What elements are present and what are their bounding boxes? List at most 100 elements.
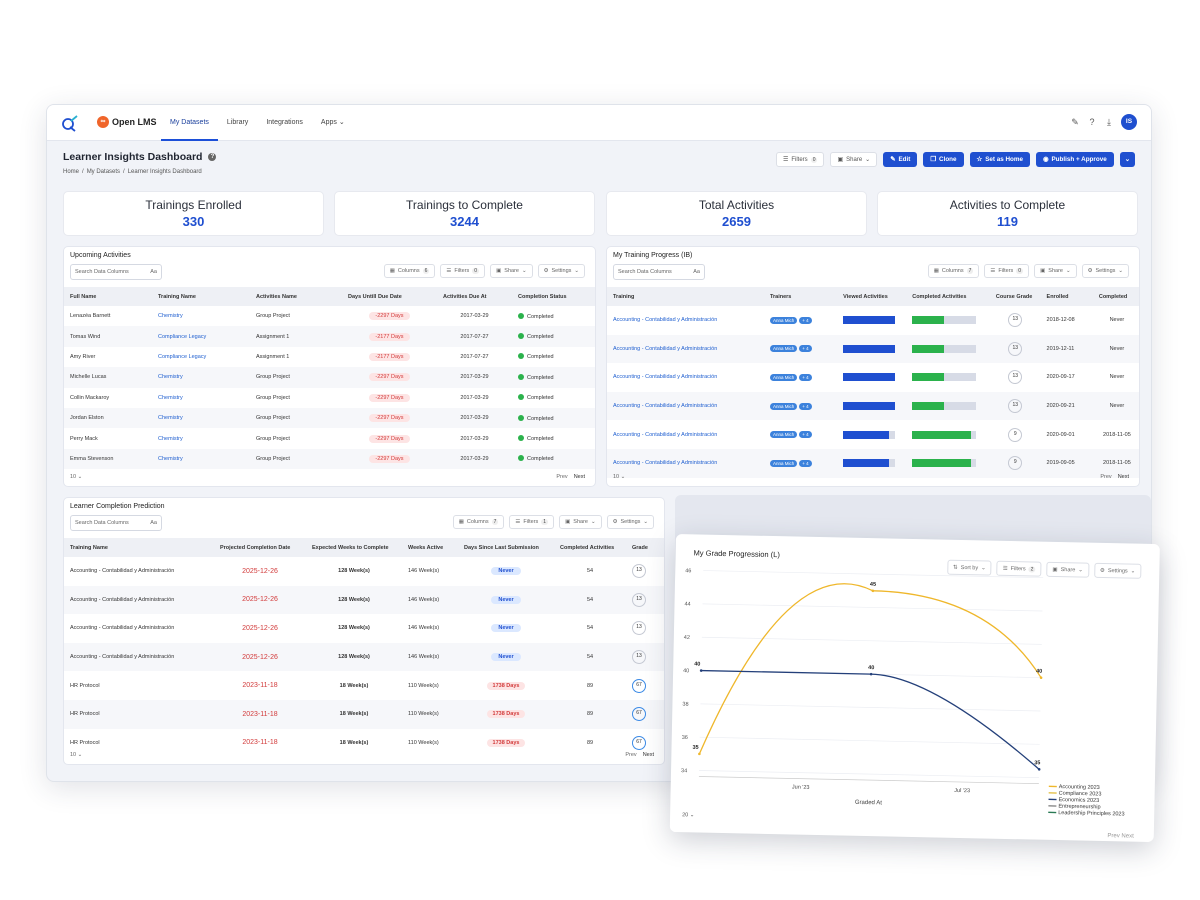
column-header[interactable]: Activities Due At: [437, 287, 512, 306]
column-header[interactable]: Training Name: [64, 538, 214, 557]
match-case-icon[interactable]: Aa: [150, 269, 157, 275]
trainer-chip[interactable]: Anna Mich: [769, 402, 798, 410]
table-row[interactable]: Jordan Elston Chemistry Group Project -2297…: [64, 407, 595, 429]
filters-button[interactable]: ☰ Filters 1: [509, 515, 555, 529]
table-row[interactable]: HR Protocol 2023-11-18 18 Week(s) 110 Week(…: [64, 671, 664, 700]
column-header[interactable]: Grade: [626, 538, 664, 557]
training-link[interactable]: Chemistry: [158, 313, 183, 320]
share-button[interactable]: ▣ Share ⌄: [1034, 264, 1077, 278]
download-icon[interactable]: ⤓: [1107, 117, 1111, 127]
table-row[interactable]: Accounting - Contabilidad y Administraci…: [607, 363, 1139, 392]
table-row[interactable]: Accounting - Contabilidad y Administraci…: [64, 642, 664, 672]
next-button[interactable]: Next: [642, 752, 654, 758]
filters-button[interactable]: ☰ Filters 0: [984, 264, 1030, 278]
column-header[interactable]: Completed Activities: [554, 538, 626, 557]
table-row[interactable]: Accounting - Contabilidad y Administraci…: [64, 585, 664, 615]
publish-dropdown-button[interactable]: ⌄: [1119, 152, 1135, 167]
page-size-select[interactable]: 20 ⌄: [682, 812, 694, 818]
legend-entry[interactable]: Compliance 2023: [1059, 791, 1102, 798]
training-link[interactable]: Chemistry: [158, 374, 183, 381]
more-trainers-chip[interactable]: + 4: [799, 316, 812, 324]
training-link[interactable]: Chemistry: [158, 394, 183, 401]
search-input[interactable]: Search Data Columns Aa: [70, 515, 162, 531]
training-link[interactable]: Chemistry: [158, 415, 183, 422]
share-button[interactable]: ▣ Share ⌄: [830, 152, 878, 167]
more-trainers-chip[interactable]: + 4: [799, 431, 812, 439]
data-point[interactable]: [698, 752, 701, 756]
training-link[interactable]: Compliance Legacy: [158, 333, 207, 340]
data-point[interactable]: [871, 589, 875, 593]
more-trainers-chip[interactable]: + 4: [799, 345, 812, 353]
tab-my-datasets[interactable]: My Datasets: [161, 105, 218, 141]
column-header[interactable]: Activities Name: [250, 287, 342, 306]
column-header[interactable]: Completed Activities: [906, 287, 990, 306]
columns-button[interactable]: ▦ Columns 7: [452, 515, 505, 529]
column-header[interactable]: Viewed Activities: [837, 287, 907, 306]
settings-button[interactable]: ⚙ Settings ⌄: [1081, 264, 1129, 278]
more-trainers-chip[interactable]: + 4: [799, 373, 812, 381]
page-size-select[interactable]: 10 ⌄: [70, 474, 82, 480]
table-row[interactable]: Accounting - Contabilidad y Administraci…: [64, 614, 664, 643]
table-row[interactable]: Tomas Wind Compliance Legacy Assignment 1 -…: [64, 326, 595, 347]
app-logo-icon[interactable]: [61, 114, 79, 132]
table-row[interactable]: Emma Stevenson Chemistry Group Project -229…: [64, 448, 595, 470]
prev-button[interactable]: Prev: [1100, 474, 1112, 480]
more-trainers-chip[interactable]: + 4: [799, 459, 812, 467]
table-row[interactable]: Perry Mack Chemistry Group Project -2297 Da…: [64, 428, 595, 448]
data-point[interactable]: [869, 672, 873, 676]
trainer-chip[interactable]: Anna Mich: [769, 459, 798, 467]
settings-button[interactable]: ⚙ Settings ⌄: [537, 264, 585, 278]
brand[interactable]: ∞ Open LMS: [97, 116, 157, 128]
help-circle-icon[interactable]: ?: [208, 153, 217, 161]
column-header[interactable]: Enrolled: [1040, 287, 1093, 306]
table-row[interactable]: Michelle Lucas Chemistry Group Project -229…: [64, 367, 595, 388]
column-header[interactable]: Days Untill Due Date: [342, 287, 437, 306]
column-header[interactable]: Days Since Last Submission: [458, 538, 554, 557]
legend-entry[interactable]: Economics 2023: [1058, 797, 1099, 804]
clone-button[interactable]: ❐ Clone: [923, 152, 964, 167]
legend-entry[interactable]: Accounting 2023: [1059, 784, 1100, 791]
training-link[interactable]: Accounting - Contabilidad y Administraci…: [613, 460, 718, 467]
edit-icon[interactable]: ✎: [1071, 117, 1079, 127]
match-case-icon[interactable]: Aa: [693, 269, 700, 275]
table-row[interactable]: Accounting - Contabilidad y Administraci…: [607, 420, 1139, 449]
table-row[interactable]: Accounting - Contabilidad y Administraci…: [607, 391, 1139, 421]
prev-button[interactable]: Prev: [556, 474, 568, 480]
columns-button[interactable]: ▦ Columns 6: [383, 264, 436, 278]
tab-library[interactable]: Library: [226, 119, 249, 126]
training-link[interactable]: Chemistry: [158, 455, 183, 462]
crumb-datasets[interactable]: My Datasets: [86, 169, 121, 175]
training-link[interactable]: Accounting - Contabilidad y Administraci…: [613, 403, 718, 410]
column-header[interactable]: Completion Status: [512, 287, 595, 306]
column-header[interactable]: Completed: [1092, 287, 1139, 306]
column-header[interactable]: Full Name: [64, 287, 152, 306]
crumb-home[interactable]: Home: [63, 169, 80, 175]
training-link[interactable]: Compliance Legacy: [158, 353, 207, 360]
search-input[interactable]: Search Data Columns Aa: [613, 264, 705, 280]
trainer-chip[interactable]: Anna Mich: [769, 316, 798, 324]
table-row[interactable]: Accounting - Contabilidad y Administraci…: [607, 306, 1139, 335]
filters-button[interactable]: ☰ Filters 0: [440, 264, 486, 278]
legend-entry[interactable]: Leadership Principles 2023: [1058, 810, 1124, 817]
data-point[interactable]: [699, 669, 703, 672]
column-header[interactable]: Expected Weeks to Complete: [306, 538, 402, 557]
table-row[interactable]: HR Protocol 2023-11-18 18 Week(s) 110 Week(…: [64, 729, 664, 758]
table-row[interactable]: Accounting - Contabilidad y Administraci…: [607, 448, 1139, 478]
training-link[interactable]: Accounting - Contabilidad y Administraci…: [613, 431, 718, 438]
share-button[interactable]: ▣ Share ⌄: [559, 515, 602, 529]
training-link[interactable]: Accounting - Contabilidad y Administraci…: [613, 345, 718, 352]
edit-button[interactable]: ✎ Edit: [883, 152, 918, 167]
columns-button[interactable]: ▦ Columns 7: [927, 264, 980, 278]
tab-integrations[interactable]: Integrations: [266, 119, 303, 126]
trainer-chip[interactable]: Anna Mich: [769, 345, 798, 353]
trainer-chip[interactable]: Anna Mich: [769, 431, 798, 439]
column-header[interactable]: Training Name: [152, 287, 250, 306]
prev-button[interactable]: Prev: [625, 752, 637, 758]
help-icon[interactable]: ?: [1089, 117, 1095, 127]
column-header[interactable]: Course Grade: [989, 287, 1041, 306]
table-row[interactable]: Collin Mackaroy Chemistry Group Project -22…: [64, 388, 595, 408]
column-header[interactable]: Trainers: [763, 287, 838, 306]
filters-button[interactable]: ☰ Filters 0: [775, 152, 825, 167]
set-home-button[interactable]: ☆ Set as Home: [969, 152, 1030, 167]
share-button[interactable]: ▣ Share ⌄: [490, 264, 533, 278]
